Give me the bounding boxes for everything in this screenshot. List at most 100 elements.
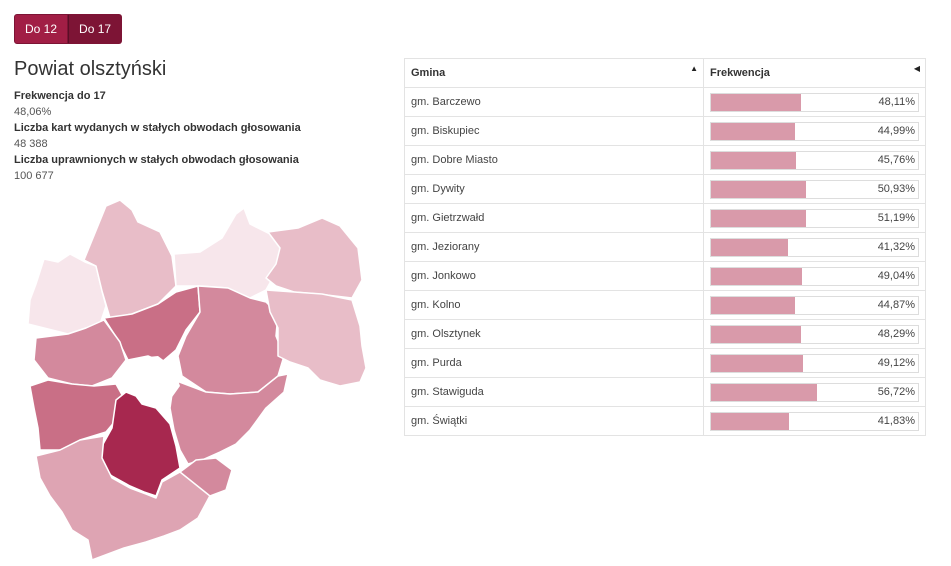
map-region-north[interactable] — [83, 199, 177, 319]
turnout-percent: 48,29% — [877, 327, 915, 340]
turnout-bar-fill — [711, 93, 801, 111]
turnout-cell: 48,29% — [703, 319, 926, 349]
summary-stats: Frekwencja do 17 48,06% Liczba kart wyda… — [14, 88, 301, 184]
turnout-cell: 41,32% — [703, 232, 926, 262]
stat-eligible-value: 100 677 — [14, 170, 54, 182]
gmina-name: gm. Gietrzwałd — [404, 203, 704, 233]
sort-up-icon[interactable]: ▲ — [690, 64, 698, 73]
turnout-bar-track: 49,04% — [710, 266, 919, 286]
map-region-center-north[interactable] — [103, 285, 201, 363]
gmina-name: gm. Olsztynek — [404, 319, 704, 349]
turnout-cell: 56,72% — [703, 377, 926, 407]
table-row: gm. Purda 49,12% — [404, 348, 926, 378]
map-region-northeast[interactable] — [265, 217, 363, 299]
turnout-cell: 49,12% — [703, 348, 926, 378]
olsztyn-city-hole — [122, 356, 180, 402]
turnout-cell: 48,11% — [703, 87, 926, 117]
turnout-cell: 45,76% — [703, 145, 926, 175]
turnout-bar-fill — [711, 325, 801, 343]
gmina-name: gm. Jeziorany — [404, 232, 704, 262]
gmina-name: gm. Świątki — [404, 406, 704, 436]
turnout-percent: 48,11% — [878, 95, 916, 108]
turnout-bar-track: 51,19% — [710, 208, 919, 228]
turnout-bar-fill — [711, 122, 795, 140]
turnout-percent: 44,99% — [877, 124, 915, 137]
col-header-gmina[interactable]: Gmina ▲ — [404, 58, 704, 88]
stat-eligible-label: Liczba uprawnionych w stałych obwodach g… — [14, 154, 299, 166]
map-region-northwest[interactable] — [27, 253, 107, 335]
gmina-name: gm. Biskupiec — [404, 116, 704, 146]
turnout-table: Gmina ▲ Frekwencja ◀ gm. Barczewo 48,11% g… — [404, 58, 926, 436]
stat-turnout-label: Frekwencja do 17 — [14, 90, 106, 102]
gmina-name: gm. Purda — [404, 348, 704, 378]
stat-ballots-value: 48 388 — [14, 138, 48, 150]
turnout-bar-fill — [711, 238, 788, 256]
table-row: gm. Barczewo 48,11% — [404, 87, 926, 117]
turnout-bar-track: 49,12% — [710, 353, 919, 373]
gmina-name: gm. Stawiguda — [404, 377, 704, 407]
sort-left-icon[interactable]: ◀ — [913, 64, 920, 73]
turnout-percent: 50,93% — [877, 182, 915, 195]
turnout-bar-track: 48,11% — [710, 92, 919, 112]
table-row: gm. Jeziorany 41,32% — [404, 232, 926, 262]
table-row: gm. Dobre Miasto 45,76% — [404, 145, 926, 175]
stat-turnout-value: 48,06% — [14, 106, 52, 118]
gmina-name: gm. Barczewo — [404, 87, 704, 117]
col-header-frekwencja-label: Frekwencja — [710, 67, 770, 79]
turnout-percent: 44,87% — [877, 298, 915, 311]
table-row: gm. Biskupiec 44,99% — [404, 116, 926, 146]
turnout-percent: 41,32% — [877, 240, 915, 253]
turnout-bar-track: 50,93% — [710, 179, 919, 199]
col-header-frekwencja[interactable]: Frekwencja ◀ — [703, 58, 926, 88]
map-region-southwest-upper[interactable] — [29, 379, 127, 451]
table-row: gm. Kolno 44,87% — [404, 290, 926, 320]
turnout-bar-fill — [711, 383, 817, 401]
table-row: gm. Dywity 50,93% — [404, 174, 926, 204]
table-row: gm. Świątki 41,83% — [404, 406, 926, 436]
turnout-bar-track: 44,99% — [710, 121, 919, 141]
turnout-bar-track: 41,83% — [710, 411, 919, 431]
turnout-bar-fill — [711, 209, 807, 227]
turnout-bar-fill — [711, 180, 806, 198]
table-row: gm. Gietrzwałd 51,19% — [404, 203, 926, 233]
tab-do-17[interactable]: Do 17 — [68, 14, 123, 44]
turnout-bar-track: 56,72% — [710, 382, 919, 402]
table-row: gm. Jonkowo 49,04% — [404, 261, 926, 291]
turnout-cell: 44,99% — [703, 116, 926, 146]
turnout-bar-fill — [711, 354, 803, 372]
turnout-bar-track: 41,32% — [710, 237, 919, 257]
turnout-bar-track: 45,76% — [710, 150, 919, 170]
gmina-name: gm. Kolno — [404, 290, 704, 320]
map-region-west[interactable] — [33, 319, 127, 387]
turnout-percent: 51,19% — [877, 211, 915, 224]
turnout-percent: 41,83% — [877, 414, 915, 427]
map-region-south-inner[interactable] — [179, 457, 233, 497]
turnout-percent: 49,04% — [877, 269, 915, 282]
turnout-cell: 49,04% — [703, 261, 926, 291]
turnout-percent: 45,76% — [877, 153, 915, 166]
turnout-bar-track: 48,29% — [710, 324, 919, 344]
map-region-northcenter[interactable] — [173, 207, 285, 299]
gmina-name: gm. Jonkowo — [404, 261, 704, 291]
turnout-bar-fill — [711, 151, 797, 169]
table-row: gm. Stawiguda 56,72% — [404, 377, 926, 407]
gmina-name: gm. Dobre Miasto — [404, 145, 704, 175]
turnout-cell: 41,83% — [703, 406, 926, 436]
turnout-cell: 44,87% — [703, 290, 926, 320]
tab-do-12[interactable]: Do 12 — [14, 14, 69, 44]
stat-ballots-label: Liczba kart wydanych w stałych obwodach … — [14, 122, 301, 134]
map-region-southeast[interactable] — [169, 373, 289, 465]
turnout-bar-track: 44,87% — [710, 295, 919, 315]
turnout-bar-fill — [711, 412, 789, 430]
turnout-bar-fill — [711, 296, 795, 314]
col-header-gmina-label: Gmina — [411, 67, 446, 79]
time-tabs: Do 12 Do 17 — [14, 14, 123, 44]
page-title: Powiat olsztyński — [14, 58, 167, 80]
map-region-south[interactable] — [35, 435, 213, 561]
turnout-percent: 49,12% — [877, 356, 915, 369]
map-region-east[interactable] — [265, 289, 367, 387]
table-row: gm. Olsztynek 48,29% — [404, 319, 926, 349]
turnout-bar-fill — [711, 267, 803, 285]
turnout-cell: 50,93% — [703, 174, 926, 204]
turnout-cell: 51,19% — [703, 203, 926, 233]
